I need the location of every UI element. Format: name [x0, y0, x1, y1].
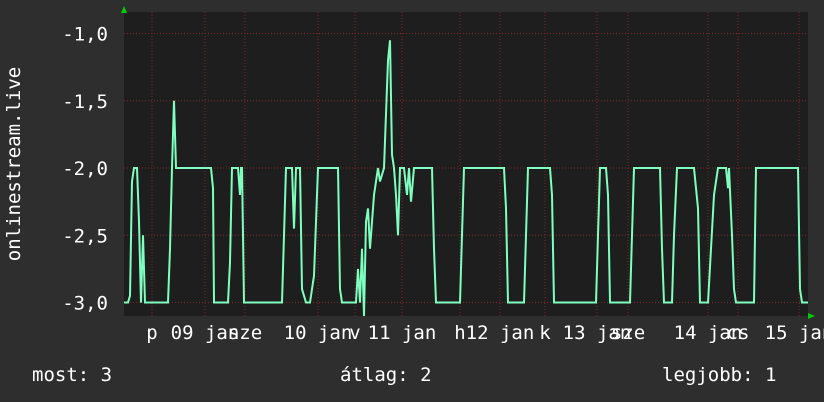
- x-tick-label: 13 jan: [563, 322, 632, 344]
- line: [124, 40, 808, 317]
- y-tick-label: -2,0: [62, 158, 108, 180]
- plot-area: [124, 12, 808, 316]
- x-tick-label: 10 jan: [284, 322, 353, 344]
- y-tick-label: -2,5: [62, 225, 108, 247]
- x-tick-label: k: [539, 322, 551, 344]
- x-tick-label: v: [349, 322, 360, 344]
- axis-arrow: [121, 6, 127, 13]
- y-axis-label: onlinestream.live: [3, 67, 25, 261]
- x-tick-label: p: [146, 322, 157, 344]
- y-tick-label: -1,0: [62, 24, 108, 46]
- x-tick-label: 09 jan: [171, 322, 240, 344]
- x-tick-label: sze: [611, 322, 645, 344]
- y-tick-label: -3,0: [62, 293, 108, 315]
- x-tick-label: 12 jan: [466, 322, 535, 344]
- x-tick-label: 15 jan: [765, 322, 824, 344]
- footer-avg: átlag: 2: [340, 364, 432, 386]
- y-tick-label: -1,5: [62, 91, 108, 113]
- footer-max: legjobb: 1: [662, 364, 776, 386]
- x-tick-label: h: [454, 322, 465, 344]
- footer-now: most: 3: [32, 364, 112, 386]
- x-tick-label: 14 jan: [674, 322, 743, 344]
- x-tick-label: sze: [228, 322, 262, 344]
- axis-arrow: [808, 313, 815, 319]
- x-tick-label: 11 jan: [368, 322, 437, 344]
- x-tick-label: cs: [727, 322, 750, 344]
